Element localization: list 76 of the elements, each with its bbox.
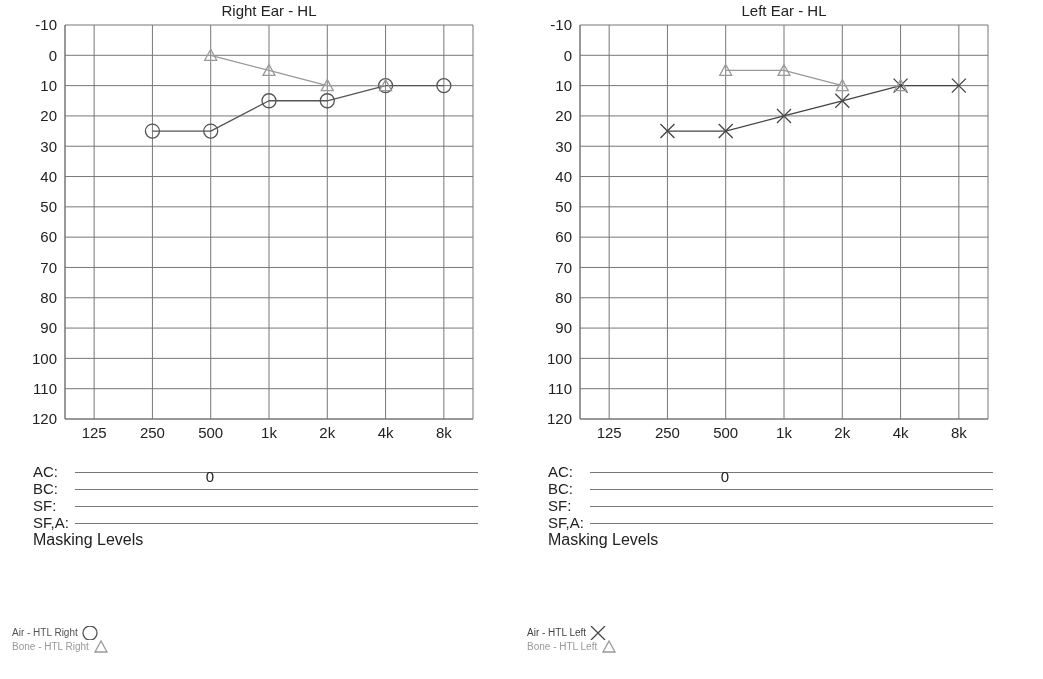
text: SF: [33,497,57,514]
y-tick-label: 60 [555,228,572,246]
x-tick-label: 8k [435,423,453,441]
x-tick-label: 125 [81,423,107,441]
x-tick-label: 2k [834,423,851,441]
point [719,63,733,77]
point [834,93,850,109]
y-tick-label: -10 [550,16,572,34]
y-tick-label: 90 [555,319,572,337]
point [951,77,967,94]
text: AC: [33,463,59,480]
y-tick-label: 20 [40,107,57,125]
point [835,78,849,92]
y-tick-label: 40 [40,167,57,185]
y-tick-label: 10 [555,76,572,94]
y-tick-label: 80 [555,289,572,307]
x-tick-label: 4k [377,423,394,441]
point [718,123,734,139]
text: SF: [548,497,572,514]
legend-label: Bone - HTL Right [12,640,89,652]
y-tick-label: 120 [546,410,572,428]
x-tick-label: 500 [198,423,224,441]
chart-title: Left Ear - HL [740,2,828,19]
text: Masking Levels [33,531,145,549]
y-tick-label: 0 [563,46,572,64]
y-tick-label: 70 [40,258,57,276]
y-tick-label: 70 [555,258,572,276]
x-tick-label: 500 [713,423,739,441]
text: BC: [33,480,59,497]
y-tick-label: 100 [31,349,57,367]
y-tick-label: 20 [555,107,572,125]
text: 0 [720,468,730,485]
x-tick-label: 125 [596,423,622,441]
x-tick-label: 4k [892,423,909,441]
x-tick-label: 2k [319,423,336,441]
y-tick-label: 90 [40,319,57,337]
y-tick-label: 30 [555,137,572,155]
point [436,77,452,94]
point [319,93,335,109]
x-tick-label: 250 [139,423,165,441]
y-tick-label: 60 [40,228,57,246]
point [659,123,676,139]
point [144,123,161,139]
point [203,123,219,139]
y-tick-label: 110 [548,380,572,398]
y-tick-label: 50 [40,198,57,216]
text: Masking Levels [548,531,660,549]
y-tick-label: 50 [555,198,572,216]
point [776,108,792,124]
y-tick-label: 100 [546,349,572,367]
legend-label: Bone - HTL Left [527,640,598,652]
point [204,48,218,61]
point [320,78,334,92]
y-tick-label: 80 [40,289,57,307]
point [261,93,277,109]
legend-label: Air - HTL Left [527,626,587,638]
y-tick-label: 10 [40,76,57,94]
y-tick-label: 120 [31,410,57,428]
x-tick-label: 1k [776,423,793,441]
text: SF,A: [33,514,69,531]
text: BC: [548,480,574,497]
x-tick-label: 1k [261,423,278,441]
x-tick-label: 250 [654,423,680,441]
point [262,63,276,77]
x-tick-label: 8k [950,423,968,441]
point [777,63,791,77]
chart-title: Right Ear - HL [220,2,318,19]
y-tick-label: 110 [33,380,57,398]
y-tick-label: 0 [48,46,57,64]
legend-label: Air - HTL Right [12,626,78,638]
text: SF,A: [548,514,584,531]
text: AC: [548,463,574,480]
y-tick-label: 40 [555,167,572,185]
y-tick-label: -10 [35,16,57,34]
y-tick-label: 30 [40,137,57,155]
text: 0 [205,468,215,485]
